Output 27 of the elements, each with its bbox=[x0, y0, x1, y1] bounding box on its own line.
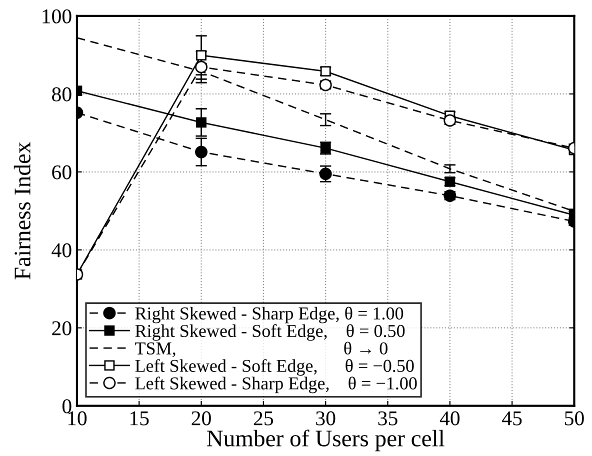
point bbox=[195, 146, 208, 158]
x-tick-label: 40 bbox=[440, 411, 460, 426]
y-tick-label: 40 bbox=[52, 243, 72, 258]
x-tick-label: 10 bbox=[68, 411, 87, 426]
point bbox=[196, 50, 206, 61]
legend-label: Right Skewed - Soft Edge, θ = 0.50 bbox=[135, 324, 405, 341]
y-tick-label: 60 bbox=[52, 165, 72, 180]
point bbox=[319, 168, 332, 180]
x-tick-label: 45 bbox=[502, 411, 522, 426]
legend-label: Left Skewed - Soft Edge, θ = −0.50 bbox=[135, 359, 414, 376]
x-tick-label: 50 bbox=[565, 411, 584, 426]
y-tick-label: 100 bbox=[42, 9, 72, 24]
legend-label: TSM, θ → 0 bbox=[135, 342, 388, 358]
x-tick-label: 20 bbox=[192, 411, 211, 426]
legend-label: Left Skewed - Sharp Edge, θ = −1.00 bbox=[135, 376, 417, 394]
y-tick-label: 20 bbox=[52, 321, 72, 336]
y-tick-label: 80 bbox=[52, 87, 72, 102]
x-axis-title: Number of Users per cell bbox=[206, 430, 444, 452]
x-tick-label: 30 bbox=[316, 411, 336, 426]
x-tick-label: 15 bbox=[130, 411, 149, 426]
legend-label: Right Skewed - Sharp Edge, θ = 1.00 bbox=[135, 306, 404, 324]
point bbox=[196, 117, 206, 128]
point bbox=[195, 60, 208, 74]
x-tick-label: 25 bbox=[254, 411, 274, 426]
x-tick-label: 35 bbox=[378, 411, 398, 426]
y-tick-label: 0 bbox=[62, 399, 72, 414]
y-axis-title: Fairness Index bbox=[14, 142, 30, 280]
